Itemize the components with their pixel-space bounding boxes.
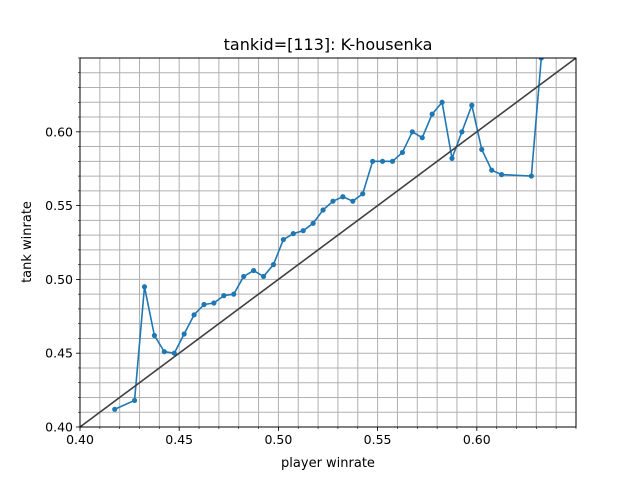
data-point [211, 300, 217, 306]
data-point [389, 158, 396, 164]
data-point [499, 172, 505, 178]
data-point [379, 158, 386, 164]
data-point [350, 198, 356, 204]
data-point [399, 149, 405, 156]
x-axis-label: player winrate [281, 456, 375, 471]
data-point [310, 220, 316, 226]
plot-area [80, 58, 576, 427]
data-point [231, 291, 237, 297]
data-point [330, 198, 336, 204]
data-point [290, 231, 296, 237]
data-point [419, 135, 425, 141]
data-point [241, 273, 247, 280]
data-point [161, 349, 167, 355]
data-point [469, 102, 475, 108]
data-point [449, 155, 455, 161]
y-axis-label: tank winrate [20, 201, 35, 283]
data-point [171, 350, 177, 356]
data-point [181, 331, 187, 337]
data-point [112, 406, 118, 412]
data-point [439, 99, 445, 105]
x-tick-label: 0.55 [364, 432, 392, 447]
axes-frame [79, 57, 577, 428]
data-point [141, 284, 148, 290]
data-point [528, 173, 534, 179]
data-point [151, 332, 157, 339]
data-point [489, 167, 495, 173]
data-point [479, 146, 485, 153]
data-point [538, 58, 544, 61]
data-point [360, 191, 366, 197]
y-tick-label: 0.55 [45, 198, 73, 213]
data-point [280, 236, 286, 243]
data-point [409, 129, 415, 135]
ticks: 0.40 0.45 0.50 0.55 0.60 0.40 0.45 0.50 0.55 0.60 [45, 57, 577, 447]
data-point [429, 111, 435, 117]
chart-title: tankid=[113]: K-housenka [224, 35, 433, 54]
data-point [131, 397, 138, 404]
data-point [191, 312, 197, 318]
data-point [340, 194, 346, 200]
data-point [251, 267, 257, 274]
data-point [221, 293, 227, 299]
x-tick-label: 0.45 [165, 432, 193, 447]
y-tick-label: 0.40 [45, 420, 73, 435]
data-point [459, 129, 465, 135]
data-point [260, 273, 267, 280]
x-tick-label: 0.60 [463, 432, 491, 447]
y-tick-label: 0.50 [45, 272, 73, 287]
data-point [270, 262, 277, 268]
data-point [370, 158, 376, 164]
x-tick-label: 0.40 [66, 432, 94, 447]
data-point [320, 207, 326, 213]
grid [79, 57, 577, 428]
y-tick-label: 0.45 [45, 346, 73, 361]
data-point [201, 301, 207, 308]
y-tick-label: 0.60 [45, 124, 73, 139]
x-tick-label: 0.50 [264, 432, 292, 447]
data-point [300, 228, 306, 234]
reference-line [80, 58, 576, 427]
